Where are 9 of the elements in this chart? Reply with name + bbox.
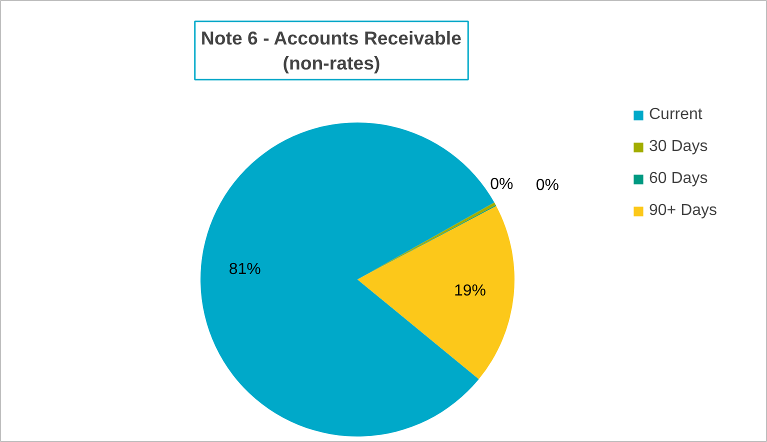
legend-label: 30 Days [649,138,708,156]
data-label: 19% [454,282,486,300]
data-label: 81% [228,261,261,278]
chart-title: Note 6 - Accounts Receivable (non-rates) [200,27,462,74]
data-label: 0% [536,176,559,194]
legend-label: 90+ Days [649,202,718,220]
legend-label: Current [649,106,702,124]
legend-label: 60 Days [649,170,708,188]
data-label: 0% [490,176,514,193]
